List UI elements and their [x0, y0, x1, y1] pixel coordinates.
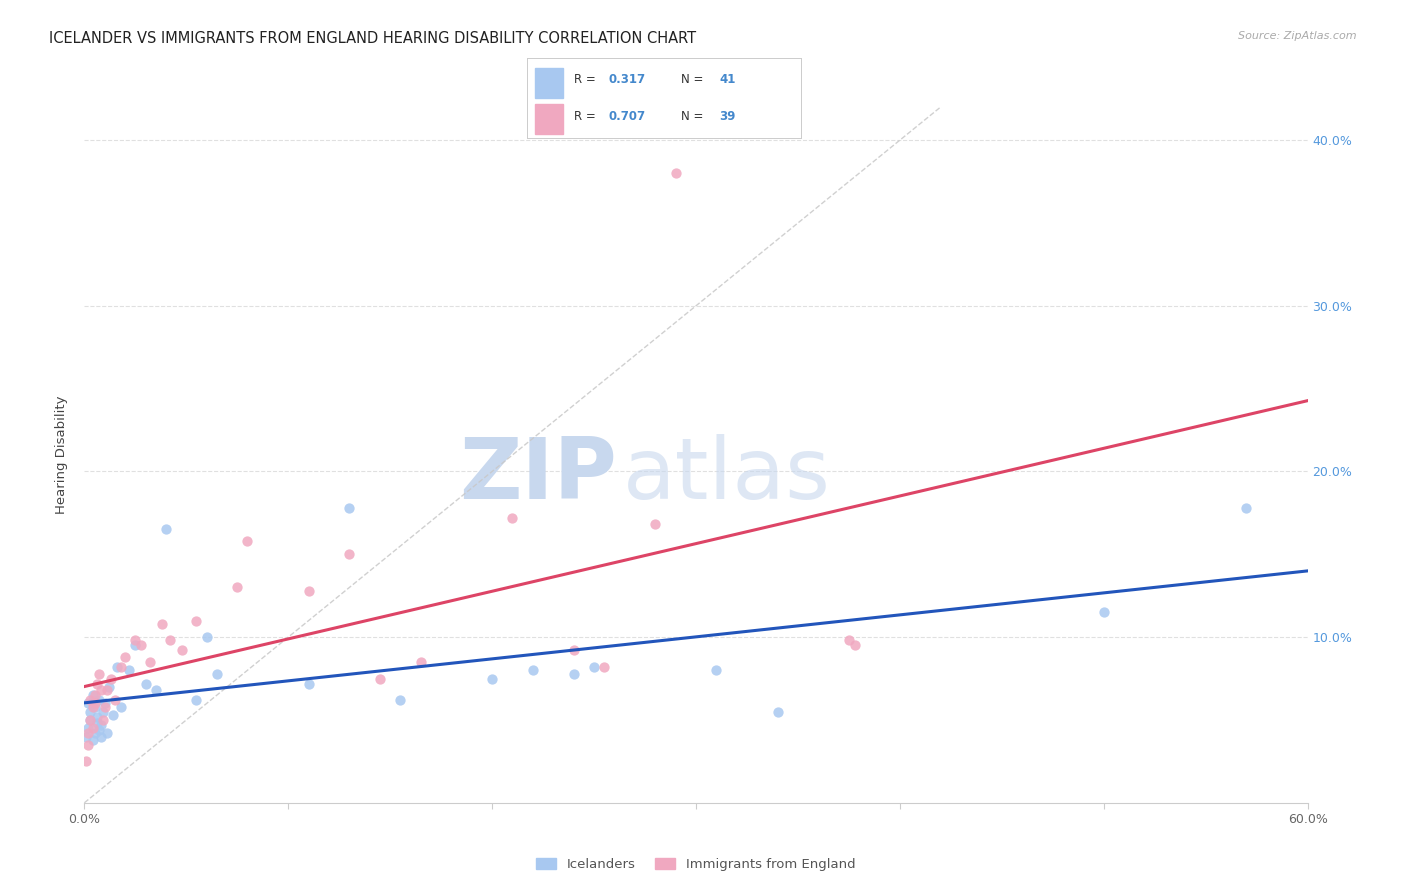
Point	[79, 713, 101, 727]
Point	[150, 616, 173, 631]
Point	[522, 663, 544, 677]
Point	[105, 660, 128, 674]
Point	[226, 581, 249, 595]
Point	[195, 630, 218, 644]
Point	[114, 650, 136, 665]
Point	[93, 699, 117, 714]
Point	[502, 511, 524, 525]
Point	[159, 633, 181, 648]
Point	[83, 697, 105, 711]
Point	[77, 726, 100, 740]
Point	[75, 755, 97, 769]
Point	[562, 643, 585, 657]
Point	[101, 708, 124, 723]
Point	[91, 705, 114, 719]
Point	[205, 666, 228, 681]
Bar	[536, 68, 562, 98]
Point	[79, 713, 101, 727]
Point	[706, 663, 728, 677]
Point	[87, 693, 110, 707]
Point	[298, 583, 321, 598]
Point	[87, 723, 110, 737]
Point	[409, 655, 432, 669]
Point	[87, 666, 110, 681]
Point	[110, 660, 132, 674]
Bar	[536, 103, 562, 134]
Text: N =: N =	[681, 110, 707, 123]
Point	[186, 693, 208, 707]
Text: ZIP: ZIP	[458, 434, 616, 517]
Point	[118, 663, 141, 677]
Point	[91, 713, 114, 727]
Point	[82, 732, 104, 747]
Text: N =: N =	[681, 73, 707, 87]
Point	[644, 517, 666, 532]
Point	[562, 666, 585, 681]
Point	[236, 534, 259, 549]
Point	[100, 672, 122, 686]
Point	[131, 639, 153, 653]
Point	[339, 547, 361, 561]
Point	[90, 718, 112, 732]
Point	[79, 693, 101, 707]
Point	[368, 672, 391, 686]
Point	[838, 633, 860, 648]
Point	[766, 705, 789, 719]
Point	[86, 676, 108, 690]
Point	[82, 688, 104, 702]
Point	[110, 699, 132, 714]
Point	[298, 676, 321, 690]
Point	[593, 660, 616, 674]
Point	[90, 730, 112, 744]
Point	[186, 614, 208, 628]
Text: R =: R =	[574, 110, 599, 123]
Point	[82, 721, 104, 735]
Point	[138, 655, 160, 669]
Point	[83, 688, 105, 702]
Point	[75, 730, 97, 744]
Point	[844, 639, 866, 653]
Point	[83, 699, 105, 714]
Point	[1092, 605, 1115, 619]
Point	[339, 500, 361, 515]
Point	[77, 697, 100, 711]
Point	[83, 726, 105, 740]
Point	[135, 676, 157, 690]
Point	[86, 709, 108, 723]
Point	[97, 680, 120, 694]
Text: 0.707: 0.707	[609, 110, 645, 123]
Text: atlas: atlas	[623, 434, 831, 517]
Point	[93, 697, 117, 711]
Text: 41: 41	[720, 73, 735, 87]
Point	[155, 523, 177, 537]
Point	[172, 643, 194, 657]
Point	[77, 738, 100, 752]
Point	[90, 683, 112, 698]
Point	[124, 639, 146, 653]
Point	[82, 699, 104, 714]
Text: 39: 39	[720, 110, 735, 123]
Y-axis label: Hearing Disability: Hearing Disability	[55, 396, 69, 514]
Point	[481, 672, 503, 686]
Text: 0.317: 0.317	[609, 73, 645, 87]
Point	[583, 660, 606, 674]
Point	[96, 726, 118, 740]
Point	[104, 693, 127, 707]
Legend: Icelanders, Immigrants from England: Icelanders, Immigrants from England	[531, 852, 860, 876]
Point	[77, 721, 100, 735]
Text: ICELANDER VS IMMIGRANTS FROM ENGLAND HEARING DISABILITY CORRELATION CHART: ICELANDER VS IMMIGRANTS FROM ENGLAND HEA…	[49, 31, 696, 46]
Point	[86, 716, 108, 731]
Point	[665, 166, 688, 180]
Text: R =: R =	[574, 73, 599, 87]
Point	[79, 705, 101, 719]
Point	[389, 693, 412, 707]
Point	[145, 683, 167, 698]
Point	[124, 633, 146, 648]
Point	[1236, 500, 1258, 515]
Point	[96, 683, 118, 698]
Text: Source: ZipAtlas.com: Source: ZipAtlas.com	[1239, 31, 1357, 41]
